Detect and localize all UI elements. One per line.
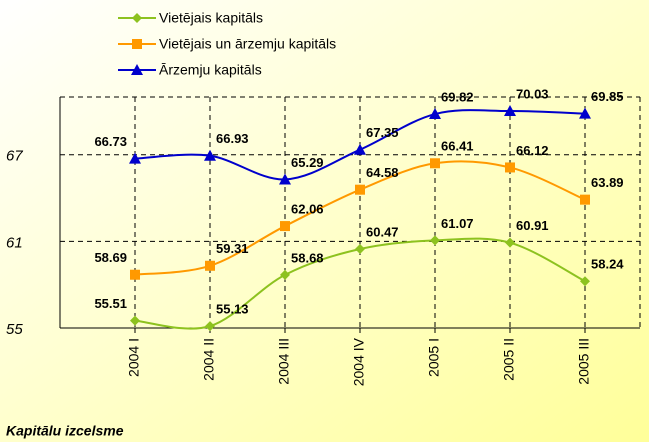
data-label: 60.91 bbox=[516, 218, 549, 233]
legend-marker bbox=[132, 13, 142, 23]
point bbox=[280, 269, 290, 280]
point bbox=[204, 149, 216, 161]
x-tick-label: 2005 I bbox=[426, 338, 442, 377]
data-label: 69.82 bbox=[441, 89, 474, 104]
data-label: 61.07 bbox=[441, 216, 474, 231]
legend-marker bbox=[131, 64, 143, 75]
data-label: 66.41 bbox=[441, 139, 474, 154]
data-label: 69.85 bbox=[591, 89, 624, 104]
data-label: 66.73 bbox=[94, 134, 127, 149]
point bbox=[430, 158, 440, 169]
point bbox=[130, 315, 140, 326]
point bbox=[429, 108, 441, 120]
x-tick-label: 2004 II bbox=[201, 338, 217, 381]
point bbox=[580, 276, 590, 287]
x-tick-label: 2005 II bbox=[501, 338, 517, 381]
legend-marker bbox=[132, 39, 142, 49]
point bbox=[280, 221, 290, 232]
point bbox=[279, 173, 291, 185]
data-label: 65.29 bbox=[291, 155, 324, 170]
point bbox=[355, 184, 365, 195]
legend-label: Vietējais kapitāls bbox=[159, 10, 263, 26]
data-label: 59.31 bbox=[216, 241, 249, 256]
point bbox=[205, 260, 215, 271]
legend-label: Ārzemju kapitāls bbox=[159, 62, 262, 78]
y-tick-label: 67 bbox=[6, 148, 23, 165]
data-label: 58.24 bbox=[591, 257, 624, 272]
data-label: 70.03 bbox=[516, 86, 549, 101]
data-label: 67.35 bbox=[366, 125, 399, 140]
data-label: 62.06 bbox=[291, 202, 324, 217]
point bbox=[355, 244, 365, 255]
caption: Kapitālu izcelsme bbox=[6, 423, 124, 439]
point bbox=[580, 194, 590, 205]
y-tick-label: 61 bbox=[6, 234, 23, 251]
data-label: 64.58 bbox=[366, 165, 399, 180]
data-label: 66.12 bbox=[516, 143, 549, 158]
point bbox=[430, 235, 440, 246]
point bbox=[354, 143, 366, 155]
point bbox=[130, 269, 140, 280]
x-tick-label: 2005 III bbox=[576, 338, 592, 385]
legend-label: Vietējais un ārzemju kapitāls bbox=[159, 36, 336, 52]
x-tick-label: 2004 IV bbox=[351, 337, 367, 386]
data-label: 60.47 bbox=[366, 224, 399, 239]
data-label: 58.68 bbox=[291, 250, 324, 265]
data-label: 55.13 bbox=[216, 302, 249, 317]
y-tick-label: 55 bbox=[6, 321, 23, 338]
point bbox=[579, 107, 591, 119]
point bbox=[505, 162, 515, 173]
point bbox=[205, 321, 215, 332]
x-tick-label: 2004 I bbox=[126, 338, 142, 377]
point bbox=[129, 152, 141, 164]
data-label: 66.93 bbox=[216, 131, 249, 146]
data-label: 58.69 bbox=[94, 250, 127, 265]
data-label: 63.89 bbox=[591, 175, 624, 190]
point bbox=[505, 237, 515, 248]
x-tick-label: 2004 III bbox=[276, 338, 292, 385]
data-label: 55.51 bbox=[94, 296, 127, 311]
point bbox=[504, 105, 516, 117]
